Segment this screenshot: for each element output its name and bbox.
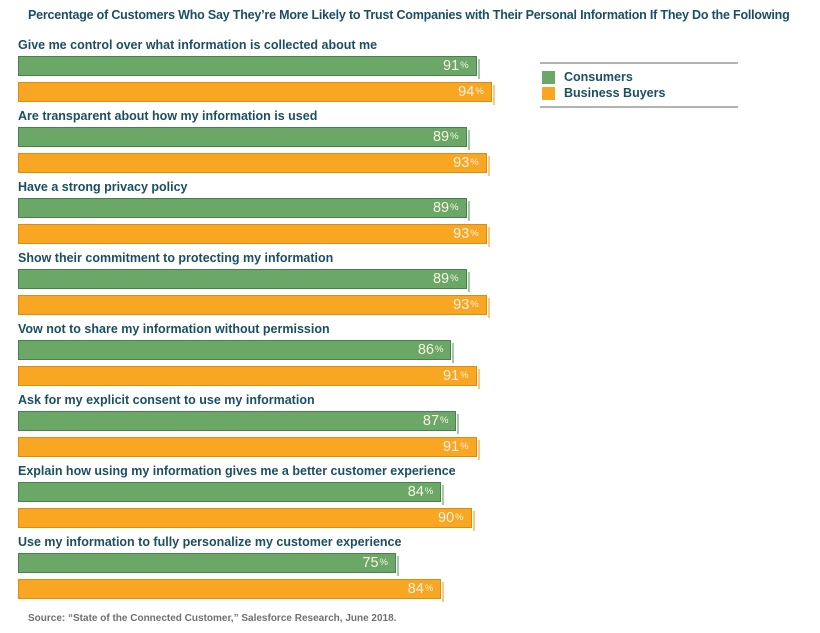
legend-item-consumers: Consumers xyxy=(542,70,736,84)
percent-sign: % xyxy=(460,441,469,453)
business-buyers-swatch xyxy=(542,86,555,100)
bar-consumers: 89% xyxy=(18,269,470,292)
percent-sign: % xyxy=(450,131,459,143)
bar-consumers: 87% xyxy=(18,411,460,434)
percent-sign: % xyxy=(424,486,434,498)
bar-group: Show their commitment to protecting my i… xyxy=(18,251,522,318)
bar-consumers: 86% xyxy=(18,340,455,363)
chart-title: Percentage of Customers Who Say They’re … xyxy=(28,8,790,22)
bar-value: 89 xyxy=(432,199,450,216)
bar-row: 87% xyxy=(18,411,522,434)
bar-value: 93 xyxy=(453,154,470,171)
bar-row: 89% xyxy=(18,198,522,221)
legend-label-consumers: Consumers xyxy=(564,70,633,84)
bar-value: 93 xyxy=(453,225,470,242)
bar-row: 90% xyxy=(18,508,522,531)
legend-rule-bottom xyxy=(540,106,738,108)
percent-sign: % xyxy=(434,344,444,356)
category-label: Have a strong privacy policy xyxy=(18,180,188,194)
bar-value: 90 xyxy=(438,509,455,526)
bar-business-buyers: 84% xyxy=(18,579,445,602)
bar-row: 84% xyxy=(18,579,522,602)
category-label: Use my information to fully personalize … xyxy=(18,535,402,549)
category-label: Vow not to share my information without … xyxy=(18,322,330,336)
bar-value: 93 xyxy=(453,296,470,313)
legend-item-business-buyers: Business Buyers xyxy=(542,86,736,100)
bar-consumers: 89% xyxy=(18,198,470,221)
percent-sign: % xyxy=(450,273,459,285)
bar-group: Use my information to fully personalize … xyxy=(18,535,522,602)
bar-business-buyers: 94% xyxy=(18,82,495,105)
bar-business-buyers: 91% xyxy=(18,437,480,460)
percent-sign: % xyxy=(470,299,479,311)
bar-group: Give me control over what information is… xyxy=(18,38,522,105)
percent-sign: % xyxy=(440,415,449,427)
bar-value: 75 xyxy=(362,554,379,571)
category-label: Ask for my explicit consent to use my in… xyxy=(18,393,315,407)
percent-sign: % xyxy=(455,512,464,524)
bar-value: 89 xyxy=(432,270,450,287)
bar-row: 86% xyxy=(18,340,522,363)
bar-business-buyers: 93% xyxy=(18,295,490,318)
bar-value: 87 xyxy=(422,412,440,429)
category-label: Give me control over what information is… xyxy=(18,38,378,52)
percent-sign: % xyxy=(470,157,479,169)
bar-business-buyers: 90% xyxy=(18,508,475,531)
percent-sign: % xyxy=(460,370,469,382)
category-label: Are transparent about how my information… xyxy=(18,109,318,123)
bar-consumers: 91% xyxy=(18,56,480,79)
bar-group: Vow not to share my information without … xyxy=(18,322,522,389)
legend-rule-top xyxy=(540,62,738,64)
bar-value: 91 xyxy=(443,57,460,74)
source: Source: “State of the Connected Customer… xyxy=(28,613,397,624)
bar-row: 93% xyxy=(18,295,522,318)
bar-group: Explain how using my information gives m… xyxy=(18,464,522,531)
bar-value: 84 xyxy=(407,483,424,500)
bar-row: 89% xyxy=(18,269,522,292)
percent-sign: % xyxy=(424,583,434,595)
bar-value: 89 xyxy=(432,128,450,145)
bar-value: 84 xyxy=(407,580,424,597)
bar-row: 91% xyxy=(18,437,522,460)
percent-sign: % xyxy=(475,86,484,98)
bar-group: Ask for my explicit consent to use my in… xyxy=(18,393,522,460)
legend-body: Consumers Business Buyers xyxy=(540,64,738,106)
bar-groups: Give me control over what information is… xyxy=(18,38,522,606)
bar-row: 84% xyxy=(18,482,522,505)
percent-sign: % xyxy=(460,60,469,72)
bar-row: 94% xyxy=(18,82,522,105)
bar-row: 75% xyxy=(18,553,522,576)
bar-business-buyers: 93% xyxy=(18,224,490,247)
bar-row: 91% xyxy=(18,56,522,79)
bar-value: 86 xyxy=(417,341,434,358)
category-label: Explain how using my information gives m… xyxy=(18,464,456,478)
bar-value: 91 xyxy=(443,438,460,455)
legend-label-business-buyers: Business Buyers xyxy=(564,86,666,100)
bar-row: 89% xyxy=(18,127,522,150)
bar-business-buyers: 93% xyxy=(18,153,490,176)
bar-group: Are transparent about how my information… xyxy=(18,109,522,176)
category-label: Show their commitment to protecting my i… xyxy=(18,251,334,265)
bar-consumers: 75% xyxy=(18,553,399,576)
bar-consumers: 84% xyxy=(18,482,445,505)
bar-row: 93% xyxy=(18,153,522,176)
bar-row: 93% xyxy=(18,224,522,247)
bar-value: 91 xyxy=(443,367,460,384)
legend: Consumers Business Buyers xyxy=(540,62,738,108)
percent-sign: % xyxy=(379,557,388,569)
percent-sign: % xyxy=(450,202,459,214)
bar-business-buyers: 91% xyxy=(18,366,480,389)
bar-row: 91% xyxy=(18,366,522,389)
consumers-swatch xyxy=(542,70,555,84)
percent-sign: % xyxy=(470,228,479,240)
bar-consumers: 89% xyxy=(18,127,470,150)
bar-value: 94 xyxy=(458,83,475,100)
bar-group: Have a strong privacy policy 89% 93% xyxy=(18,180,522,247)
